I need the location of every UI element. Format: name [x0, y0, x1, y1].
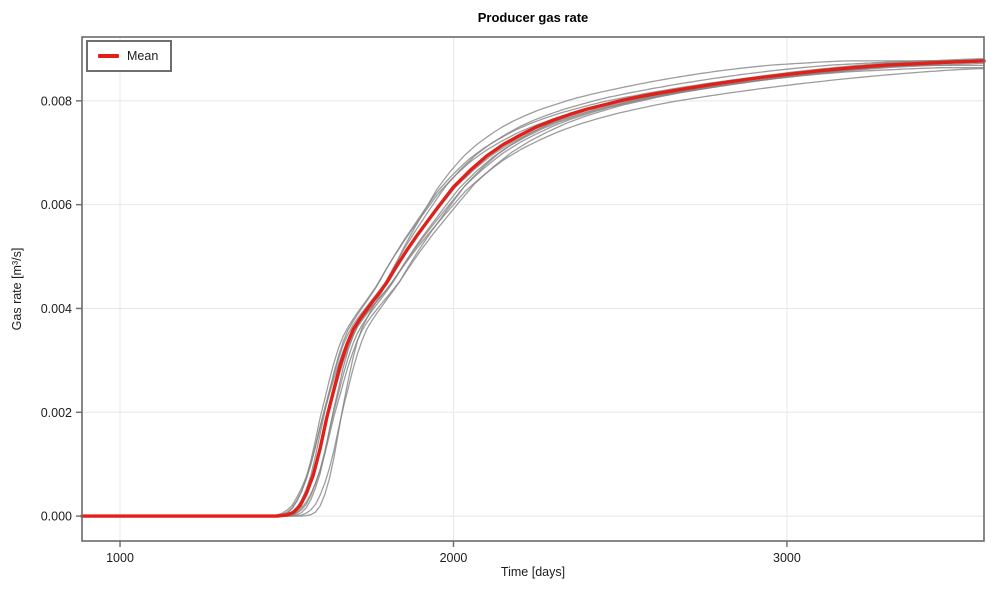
plot-frame: [81, 36, 985, 542]
x-tick-label: 1000: [106, 551, 134, 565]
legend: Mean: [86, 40, 173, 72]
y-axis-label: Gas rate [m³/s]: [10, 247, 24, 331]
chart-title: Producer gas rate: [477, 10, 589, 25]
x-tick-label: 2000: [440, 551, 468, 565]
y-tick-label: 0.000: [41, 510, 72, 524]
y-tick-label: 0.006: [41, 198, 72, 212]
legend-label-mean: Mean: [127, 49, 159, 63]
y-tick-label: 0.008: [41, 94, 72, 108]
x-tick-label: 3000: [773, 551, 801, 565]
y-tick-label: 0.004: [41, 302, 72, 316]
mean-line-swatch: [98, 54, 119, 58]
mean-line: [80, 59, 986, 518]
x-axis-label: Time [days]: [500, 565, 566, 579]
y-tick-label: 0.002: [41, 406, 72, 420]
